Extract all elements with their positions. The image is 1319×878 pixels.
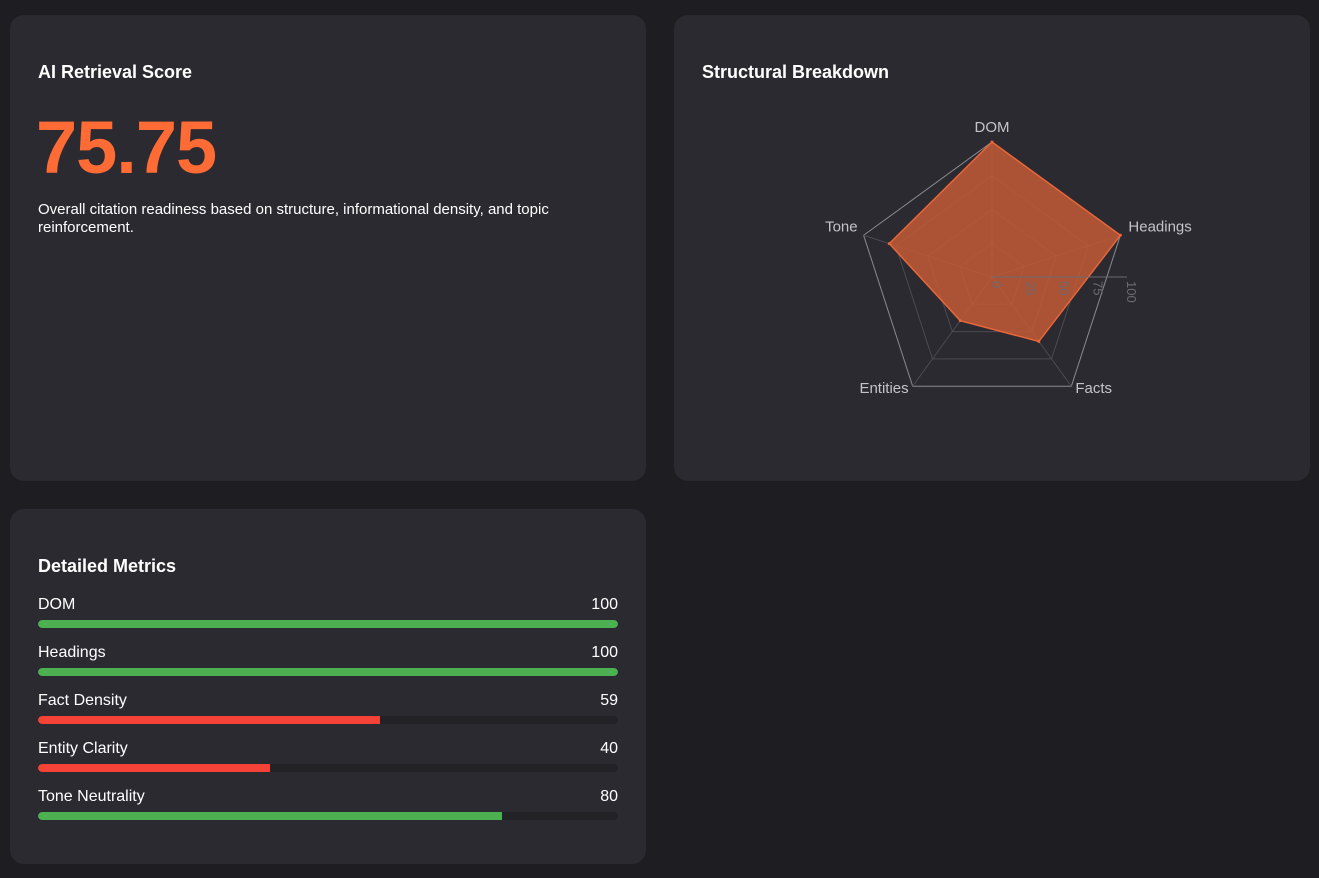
metrics-card-title: Detailed Metrics <box>38 556 177 576</box>
radar-data-point <box>887 242 891 246</box>
score-card: AI Retrieval Score 75.75 Overall citatio… <box>10 15 646 481</box>
radar-category-label: Headings <box>1128 218 1191 235</box>
radar-card-title: Structural Breakdown <box>702 62 890 82</box>
metric-bar-track <box>38 620 618 628</box>
radar-category-label: DOM <box>975 119 1010 136</box>
metric-row-headings: Headings 100 <box>38 644 618 684</box>
radar-data-point <box>1037 339 1041 343</box>
metric-bar-fill <box>38 620 618 628</box>
metric-bar-fill <box>38 812 502 820</box>
score-description: Overall citation readiness based on stru… <box>38 201 549 236</box>
score-card-title: AI Retrieval Score <box>38 62 193 82</box>
radar-category-label: Facts <box>1075 380 1112 397</box>
radar-tick-label: 75 <box>1090 281 1105 295</box>
radar-tick-label: 0 <box>989 281 1004 288</box>
metric-value: 59 <box>600 692 618 709</box>
radar-data-area <box>888 141 1122 343</box>
metrics-card: Detailed Metrics DOM 100 Headings 100 Fa… <box>10 509 646 864</box>
metric-label: Headings <box>38 644 106 661</box>
radar-category-label: Entities <box>859 380 908 397</box>
metric-label: DOM <box>38 596 76 613</box>
metric-bar-track <box>38 764 618 772</box>
metric-value: 40 <box>600 740 618 757</box>
metric-bar-track <box>38 812 618 820</box>
radar-category-label: Tone <box>825 218 858 235</box>
metric-row-fact-density: Fact Density 59 <box>38 692 618 732</box>
ai-retrieval-score-value: 75.75 <box>36 106 217 189</box>
radar-data-point <box>990 140 994 144</box>
metric-value: 100 <box>591 644 618 661</box>
metric-bar-fill <box>38 668 618 676</box>
radar-tick-label: 50 <box>1057 281 1072 295</box>
metric-value: 80 <box>600 788 618 805</box>
metric-bar-fill <box>38 764 270 772</box>
radar-card: Structural Breakdown 0 25 50 75 100 DOM Headin… <box>674 15 1310 481</box>
metric-row-dom: DOM 100 <box>38 596 618 636</box>
radar-tick-label: 25 <box>1023 281 1038 295</box>
metric-value: 100 <box>591 596 618 613</box>
metric-bar-track <box>38 716 618 724</box>
radar-chart: 0 25 50 75 100 DOM Headings Facts Entities Tone <box>825 119 1192 397</box>
radar-data-point <box>958 319 962 323</box>
metric-bar-fill <box>38 716 381 724</box>
radar-data-point <box>1118 233 1122 237</box>
radar-tick-label: 100 <box>1124 281 1139 303</box>
metric-label: Fact Density <box>38 692 127 709</box>
metric-row-tone-neutrality: Tone Neutrality 80 <box>38 788 618 828</box>
metric-label: Entity Clarity <box>38 740 128 757</box>
metric-row-entity-clarity: Entity Clarity 40 <box>38 740 618 780</box>
metric-bar-track <box>38 668 618 676</box>
metric-label: Tone Neutrality <box>38 788 145 805</box>
